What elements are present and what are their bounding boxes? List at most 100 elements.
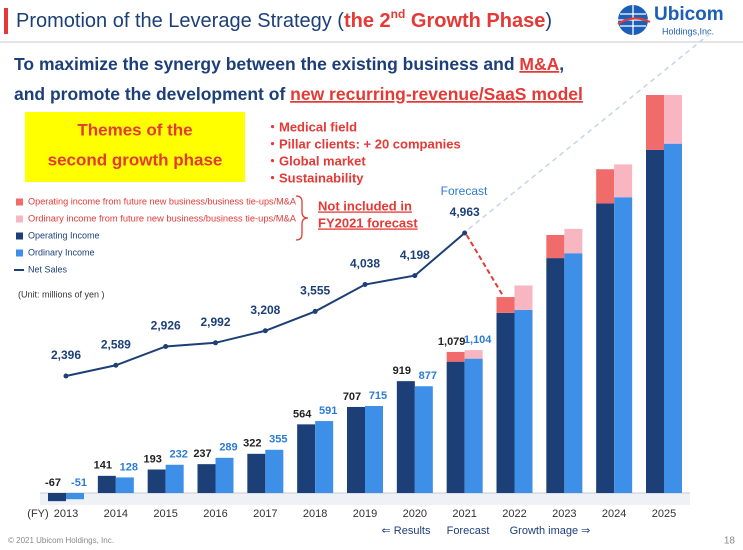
stacked-bar [664, 95, 682, 144]
stacked-bar [464, 350, 483, 359]
note: Not included in [318, 198, 412, 213]
bar [446, 361, 465, 493]
bar [546, 258, 565, 493]
subtitle-text: To maximize the synergy between the exis… [14, 54, 519, 74]
subtitle-line: To maximize the synergy between the exis… [14, 54, 564, 74]
timeline-label: Forecast [447, 525, 490, 537]
logo-grid [618, 5, 648, 35]
floor [40, 493, 690, 505]
bar [197, 464, 216, 493]
data-label: 322 [243, 438, 261, 450]
logo-sub: Holdings,Inc. [662, 26, 714, 36]
line-label: 4,198 [400, 248, 430, 262]
logo: Ubicom Holdings,Inc. [617, 4, 724, 36]
x-axis-label: (FY) [27, 508, 48, 520]
forecast-label: Forecast [441, 184, 488, 198]
x-tick-label: 2017 [253, 508, 277, 520]
line-point [362, 282, 368, 288]
line-point [262, 328, 268, 334]
legend-bracket [295, 195, 309, 241]
legend-label: Ordinary Income [28, 247, 95, 257]
bar [514, 309, 533, 493]
data-label: 715 [369, 390, 387, 402]
data-label: 1,104 [464, 334, 492, 346]
bar [147, 469, 166, 493]
title-highlight: Growth Phase [405, 10, 545, 32]
data-label: 564 [293, 408, 312, 420]
subtitle-line: and promote the development of new recur… [14, 84, 583, 104]
line-point [63, 373, 69, 379]
timeline-label: Growth image ⇒ [510, 525, 591, 537]
stacked-bar [514, 285, 533, 310]
bar [347, 406, 365, 493]
theme-item: ・Global market [266, 153, 366, 168]
bar [115, 477, 134, 493]
data-label: 919 [393, 365, 411, 377]
title-text: ) [545, 10, 552, 32]
theme-item: ・Medical field [266, 119, 357, 134]
title-highlight: the 2 [344, 10, 391, 32]
title: Promotion of the Leverage Strategy (the … [16, 7, 552, 32]
theme-item: ・Pillar clients: + 20 companies [266, 136, 461, 151]
x-tick-label: 2015 [153, 508, 177, 520]
bar [614, 197, 633, 493]
timeline-label: ⇐ Results [382, 525, 431, 537]
data-label: 128 [120, 461, 138, 473]
data-label: -51 [71, 477, 87, 489]
subtitle-highlight: M&A [519, 54, 559, 74]
bar [646, 149, 664, 494]
x-tick-label: 2021 [452, 508, 476, 520]
data-label: 877 [419, 370, 437, 382]
bar [664, 143, 682, 494]
line-label: 2,396 [51, 348, 81, 362]
stacked-bar [646, 95, 664, 150]
line-point [213, 340, 218, 346]
data-label: 1,079 [438, 336, 466, 348]
line-label: 4,963 [450, 205, 480, 219]
footer-copyright: © 2021 Ubicom Holdings, Inc. [8, 536, 114, 545]
stacked-bar [446, 351, 465, 362]
bar [596, 203, 615, 493]
trend-dash [465, 234, 504, 296]
bar [97, 475, 116, 493]
bar [315, 421, 334, 493]
data-label: 289 [219, 442, 237, 454]
x-tick-label: 2022 [502, 508, 526, 520]
bar [297, 424, 316, 493]
title-text: Promotion of the Leverage Strategy ( [16, 10, 344, 32]
x-tick-label: 2013 [54, 508, 78, 520]
legend-label: Operating Income [28, 230, 100, 240]
legend-label: Net Sales [28, 264, 68, 274]
x-tick-label: 2019 [353, 508, 377, 520]
themes-box [25, 112, 245, 182]
legend-label: Ordinary income from future new business… [28, 213, 296, 223]
stacked-bar [546, 234, 565, 259]
x-tick-label: 2020 [403, 508, 427, 520]
line-point [412, 273, 418, 279]
data-label: 355 [269, 434, 287, 446]
x-tick-label: 2016 [203, 508, 227, 520]
subtitle-text: and promote the development of [14, 84, 290, 104]
logo-swoosh [617, 17, 651, 25]
line-point [462, 230, 468, 236]
bar [165, 464, 184, 493]
theme-item: ・Sustainability [266, 170, 364, 185]
legend-swatch [16, 198, 23, 206]
line-point [163, 343, 169, 349]
x-tick-label: 2023 [552, 508, 576, 520]
bar [414, 386, 433, 493]
bar [396, 381, 415, 493]
legend-swatch [16, 249, 23, 257]
data-label: -67 [45, 477, 61, 489]
stacked-bar [596, 169, 615, 204]
stacked-bar [564, 228, 583, 254]
line-label: 4,038 [350, 257, 380, 271]
note: FY2021 forecast [318, 215, 418, 230]
line-label: 2,589 [101, 337, 131, 351]
title-accent [4, 8, 8, 34]
data-label: 141 [94, 460, 112, 472]
data-label: 193 [143, 453, 161, 465]
bar [265, 449, 284, 493]
line-point [312, 308, 318, 314]
